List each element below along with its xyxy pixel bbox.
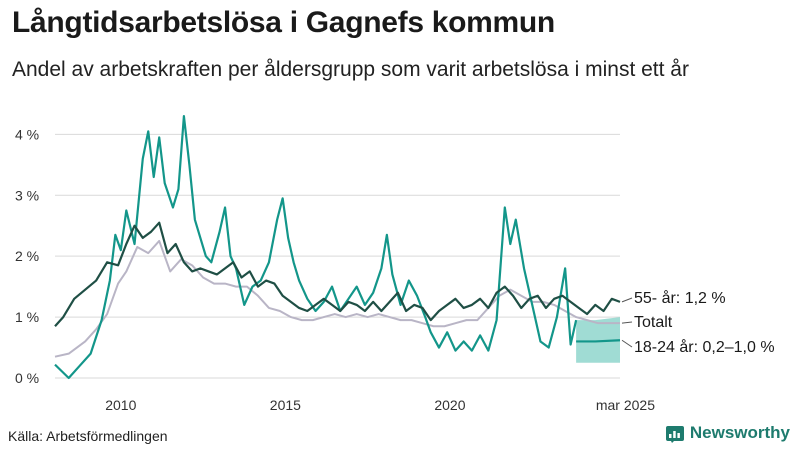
series-line-age_18_24 — [54, 114, 578, 380]
estimate-band — [576, 317, 620, 363]
brand-name: Newsworthy — [689, 423, 790, 442]
x-tick-label: 2015 — [270, 397, 301, 413]
annotation-age_18_24: 18-24 år: 0,2–1,0 % — [634, 338, 775, 356]
y-tick-label: 1 % — [15, 309, 39, 325]
annotation-total: Totalt — [634, 314, 673, 331]
y-tick-label: 0 % — [15, 370, 39, 386]
y-tick-label: 2 % — [15, 248, 39, 264]
series-line-total — [54, 239, 620, 358]
chart-title: Långtidsarbetslösa i Gagnefs kommun — [12, 6, 555, 39]
chart-subtitle: Andel av arbetskraften per åldersgrupp s… — [12, 58, 689, 81]
annotation-leader — [621, 321, 633, 324]
x-tick-label: 2010 — [105, 397, 136, 413]
x-tick-label: mar 2025 — [596, 397, 655, 413]
series-line-age_18_24-estimate — [576, 339, 621, 343]
annotation-age_55: 55- år: 1,2 % — [634, 289, 726, 307]
chart-logo-icon — [665, 426, 684, 443]
y-tick-label: 4 % — [15, 126, 39, 142]
y-tick-label: 3 % — [15, 187, 39, 203]
series-line-age_55 — [54, 221, 621, 327]
annotation-leader — [621, 297, 633, 303]
brand-logo: Newsworthy — [665, 423, 790, 443]
annotation-leader — [621, 339, 633, 348]
source-note: Källa: Arbetsförmedlingen — [8, 428, 168, 444]
x-tick-label: 2020 — [434, 397, 465, 413]
